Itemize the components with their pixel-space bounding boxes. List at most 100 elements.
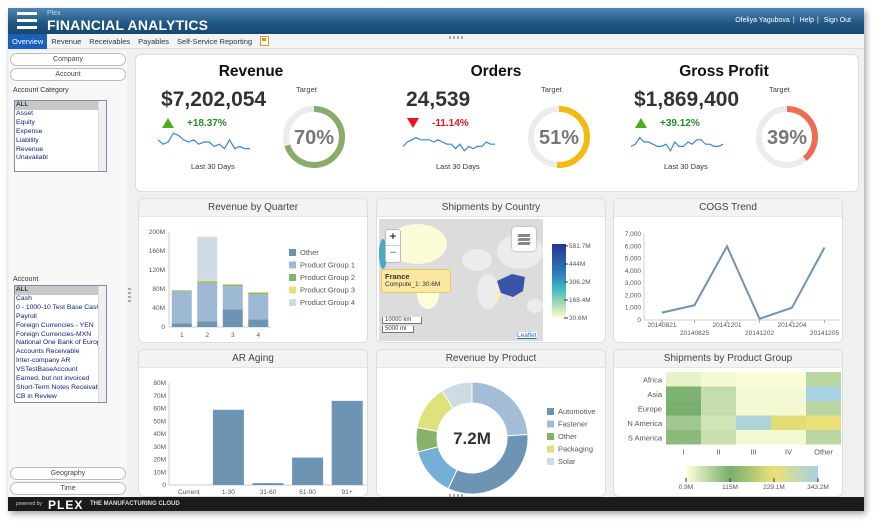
list-option[interactable]: Equity [16, 118, 35, 126]
legend-swatch [547, 458, 554, 465]
company-accordion[interactable]: Company [10, 53, 126, 66]
gauge-value: 70% [294, 127, 334, 149]
heatmap-cell [736, 415, 771, 430]
donut-center-value: 7.2M [453, 429, 491, 448]
y-tick-label: 20M [153, 457, 166, 464]
y-tick-label: 120M [149, 267, 165, 274]
time-accordion[interactable]: Time [10, 482, 126, 495]
list-option[interactable]: ALL [15, 286, 106, 295]
zoom-in-button[interactable]: + [389, 231, 397, 243]
scale-km: 10000 km [382, 317, 422, 324]
heatmap-cell [701, 430, 736, 445]
map-tooltip: France Compute_1: 30.6M [381, 269, 451, 293]
y-tick-label: 80M [153, 380, 166, 387]
report-icon[interactable] [260, 36, 270, 46]
layers-icon[interactable] [512, 227, 536, 251]
donut-slice [417, 446, 458, 490]
sign-out-link[interactable]: Sign Out [823, 17, 851, 24]
list-option[interactable]: VSTestBaseAccount [16, 366, 78, 374]
bar-segment [197, 236, 218, 280]
help-link[interactable]: Help [799, 17, 814, 24]
revenue-by-quarter-panel: Revenue by Quarter 0 40M 80M 120M 160M 200M 1 2 3… [138, 198, 368, 343]
tab-revenue[interactable]: Revenue [51, 37, 82, 46]
list-option[interactable]: Earned, but not invoiced [16, 375, 90, 383]
list-option[interactable]: Inter-company AR [16, 357, 71, 365]
leaflet-attribution-link[interactable]: Leaflet [517, 332, 537, 339]
list-option[interactable]: Cash [16, 294, 32, 302]
bar-segment [222, 284, 243, 287]
heatmap-cell [806, 415, 841, 430]
bottom-splitter-handle[interactable] [449, 494, 463, 497]
x-tick-label: 20141201 [713, 322, 742, 329]
geography-accordion[interactable]: Geography [10, 467, 126, 480]
kpi-orders: 51% Orders 24,539 -11.14% Last 30 Days Target [381, 55, 611, 191]
list-option[interactable]: Unavailabl [16, 154, 48, 162]
legend-label: Product Group 2 [300, 273, 355, 282]
panel-title: Shipments by Country [377, 199, 605, 217]
panel-title: Shipments by Product Group [614, 350, 842, 368]
chart-svg: 51% [402, 106, 590, 168]
list-option[interactable]: Accounts Receivable [16, 348, 80, 356]
user-links: Ofeliya Yagubova | Help | Sign Out [735, 17, 851, 24]
list-option[interactable]: Foreign Currencies - YEN [16, 321, 94, 329]
list-option[interactable]: 0 - 1000-10 Test Base Cash [16, 303, 101, 311]
bar-segment [248, 292, 269, 295]
y-tick-label: 60M [153, 406, 166, 413]
scrollbar[interactable] [98, 286, 106, 402]
y-tick-label: 6,000 [625, 243, 642, 250]
account-category-listbox[interactable]: ALL Asset Equity Expense Liability Revenue Una… [14, 100, 107, 172]
scale-label: 0.9M [679, 484, 693, 491]
heatmap-cell [736, 372, 771, 387]
tab-receivables[interactable]: Receivables [89, 37, 131, 46]
sparkline-label: Last 30 Days [191, 162, 235, 171]
bar-segment [248, 291, 269, 293]
list-option[interactable]: Liability [16, 136, 39, 144]
list-option[interactable]: Revenue [16, 145, 44, 153]
tab-overview[interactable]: Overview [8, 34, 48, 49]
x-tick-label: 2 [205, 332, 209, 339]
heatmap-cell [736, 401, 771, 416]
legend-swatch [547, 445, 554, 453]
account-listbox[interactable]: ALL Cash 0 - 1000-10 Test Base Cash Payroll… [14, 285, 107, 403]
scrollbar[interactable] [98, 101, 106, 171]
panel-title: AR Aging [139, 350, 367, 368]
chart-svg: 7.2M Automotive Fastener Other Packaging Sola… [415, 381, 596, 495]
chart-svg: 0 1,000 2,000 3,000 4,000 5,000 6,000 7,000 2014… [625, 231, 840, 337]
account-accordion[interactable]: Account [10, 68, 126, 81]
chart-svg: 39% [630, 106, 818, 168]
arrow-up-icon [635, 118, 647, 128]
x-tick-label: 20141204 [778, 322, 807, 329]
sparkline-label: Last 30 Days [664, 162, 708, 171]
zoom-out-button[interactable]: − [386, 245, 400, 261]
scale-label: 168.4M [569, 297, 591, 304]
list-option[interactable]: Asset [16, 109, 33, 117]
list-option[interactable]: Payroll [16, 312, 37, 320]
shipments-by-product-group-panel: Shipments by Product Group Africa Asia Euro… [613, 349, 843, 497]
list-option[interactable]: ALL [15, 101, 106, 110]
top-splitter-handle[interactable] [449, 36, 463, 39]
heatmap-cell [701, 415, 736, 430]
x-tick-label: 3 [231, 332, 235, 339]
user-name-link[interactable]: Ofeliya Yagubova [735, 17, 790, 24]
legend-label: Fastener [558, 420, 588, 429]
tab-bar: Overview Revenue Receivables Payables Se… [8, 34, 864, 49]
heatmap-cell [666, 415, 701, 430]
bar-segment [171, 290, 192, 324]
heatmap-cell [771, 430, 806, 445]
list-option[interactable]: Foreign Currencies-MXN [16, 330, 92, 338]
list-option[interactable]: CB in Review [16, 392, 57, 400]
list-option[interactable]: Expense [16, 127, 43, 135]
country-india [494, 289, 501, 303]
tab-self-service-reporting[interactable]: Self-Service Reporting [177, 37, 253, 46]
sidebar: Company Account Account Category ALL Asse… [9, 51, 127, 498]
kpi-change: +39.12% [660, 118, 700, 129]
chart-svg: 0 10M 20M 30M 40M 50M 60M 70M 80M Current 1-30 31-6… [153, 380, 367, 496]
heatmap-cell [806, 401, 841, 416]
list-option[interactable]: National One Bank of Europe [16, 339, 105, 347]
y-tick-label: 4,000 [625, 268, 642, 275]
row-label: Africa [643, 375, 663, 384]
list-option[interactable]: Short-Term Notes Receivable [16, 383, 105, 391]
hamburger-icon[interactable] [17, 12, 37, 30]
side-splitter-handle[interactable] [128, 288, 131, 302]
tab-payables[interactable]: Payables [138, 37, 170, 46]
